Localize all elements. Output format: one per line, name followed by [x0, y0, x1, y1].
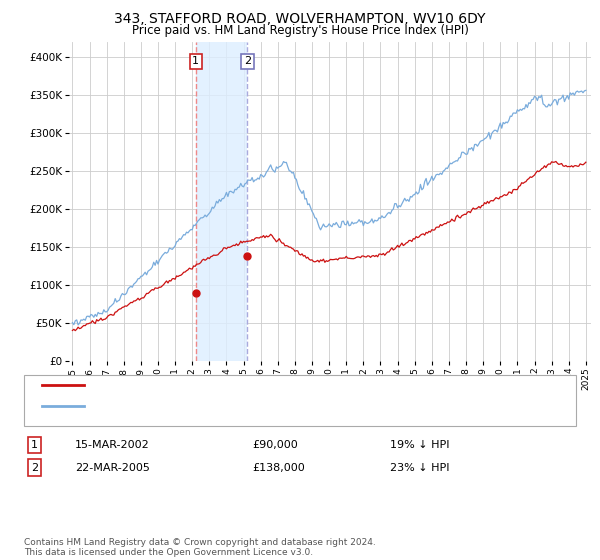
- Text: HPI: Average price, detached house, Wolverhampton: HPI: Average price, detached house, Wolv…: [93, 401, 368, 411]
- Text: Price paid vs. HM Land Registry's House Price Index (HPI): Price paid vs. HM Land Registry's House …: [131, 24, 469, 37]
- Text: 2: 2: [244, 57, 251, 67]
- Text: 19% ↓ HPI: 19% ↓ HPI: [390, 440, 449, 450]
- Text: 2: 2: [31, 463, 38, 473]
- Text: 343, STAFFORD ROAD, WOLVERHAMPTON, WV10 6DY: 343, STAFFORD ROAD, WOLVERHAMPTON, WV10 …: [114, 12, 486, 26]
- Text: 23% ↓ HPI: 23% ↓ HPI: [390, 463, 449, 473]
- Text: 22-MAR-2005: 22-MAR-2005: [75, 463, 150, 473]
- Text: 1: 1: [193, 57, 199, 67]
- Text: £138,000: £138,000: [252, 463, 305, 473]
- Text: 343, STAFFORD ROAD, WOLVERHAMPTON, WV10 6DY (detached house): 343, STAFFORD ROAD, WOLVERHAMPTON, WV10 …: [93, 380, 466, 390]
- Text: 15-MAR-2002: 15-MAR-2002: [75, 440, 150, 450]
- Text: 1: 1: [31, 440, 38, 450]
- Bar: [196, 42, 247, 361]
- Text: Contains HM Land Registry data © Crown copyright and database right 2024.
This d: Contains HM Land Registry data © Crown c…: [24, 538, 376, 557]
- Text: £90,000: £90,000: [252, 440, 298, 450]
